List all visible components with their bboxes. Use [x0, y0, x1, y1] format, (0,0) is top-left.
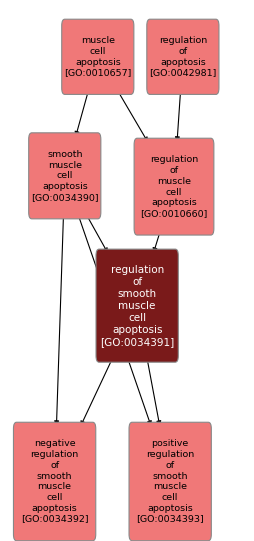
FancyBboxPatch shape [29, 133, 101, 219]
FancyBboxPatch shape [62, 19, 134, 94]
FancyBboxPatch shape [147, 19, 219, 94]
Text: positive
regulation
of
smooth
muscle
cell
apoptosis
[GO:0034393]: positive regulation of smooth muscle cel… [136, 439, 204, 524]
Text: regulation
of
smooth
muscle
cell
apoptosis
[GO:0034391]: regulation of smooth muscle cell apoptos… [100, 265, 174, 347]
FancyBboxPatch shape [13, 422, 96, 541]
Text: muscle
cell
apoptosis
[GO:0010657]: muscle cell apoptosis [GO:0010657] [64, 36, 132, 77]
Text: regulation
of
muscle
cell
apoptosis
[GO:0010660]: regulation of muscle cell apoptosis [GO:… [140, 155, 208, 218]
FancyBboxPatch shape [96, 249, 178, 362]
FancyBboxPatch shape [129, 422, 211, 541]
Text: negative
regulation
of
smooth
muscle
cell
apoptosis
[GO:0034392]: negative regulation of smooth muscle cel… [21, 439, 88, 524]
FancyBboxPatch shape [134, 138, 214, 235]
Text: regulation
of
apoptosis
[GO:0042981]: regulation of apoptosis [GO:0042981] [149, 36, 217, 77]
Text: smooth
muscle
cell
apoptosis
[GO:0034390]: smooth muscle cell apoptosis [GO:0034390… [31, 150, 99, 202]
